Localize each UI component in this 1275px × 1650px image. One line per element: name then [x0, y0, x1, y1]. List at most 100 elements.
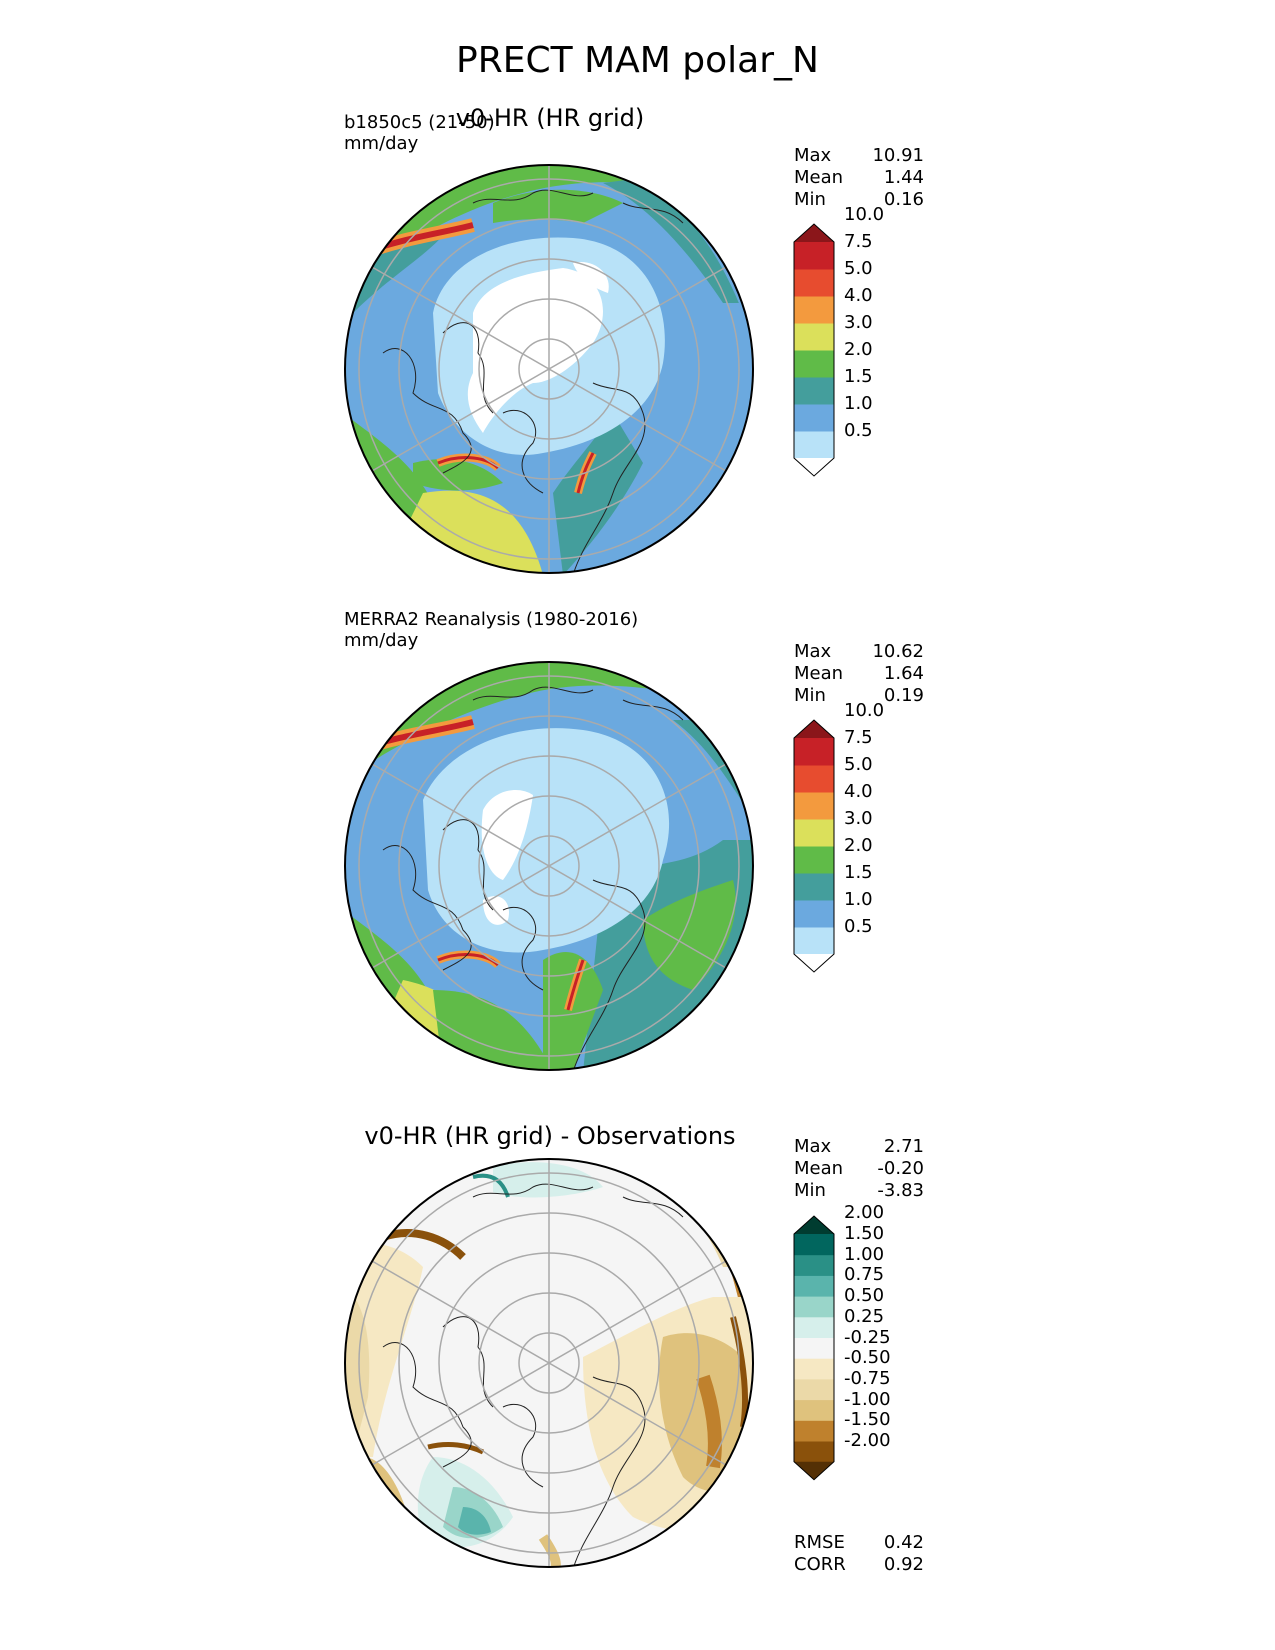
colorbar-outline: [793, 223, 835, 477]
colorbar-outline: [793, 719, 835, 973]
panel-1-colorbar-svg: [793, 223, 835, 477]
colorbar-segment: [794, 242, 834, 270]
panel-1-colorbar: 0.5 1.0 1.5 2.0 3.0 4.0 5.0 7.5 10.0: [792, 204, 884, 522]
panel-3-title: v0-HR (HR grid) - Observations: [364, 1122, 736, 1150]
panel-3-metrics: RMSE 0.42 CORR 0.92: [794, 1532, 924, 1576]
colorbar-segment: [794, 1337, 834, 1359]
panel-2-map: [343, 660, 755, 1072]
colorbar-tick-label: -0.50: [844, 1347, 891, 1369]
colorbar-tick-label: 2.0: [844, 339, 873, 360]
colorbar-tick-label: 10.0: [844, 700, 885, 721]
panel-2-stat-max: Max 10.62: [794, 641, 924, 662]
colorbar-tick-label: -2.00: [844, 1430, 891, 1451]
colorbar-segment: [794, 1399, 834, 1421]
colorbar-segment: [794, 269, 834, 297]
panel-1-stat-max: Max 10.91: [794, 145, 924, 166]
colorbar-segment: [794, 377, 834, 405]
panel-3-map-svg: [344, 1158, 754, 1568]
figure-title: PRECT MAM polar_N: [456, 40, 819, 81]
colorbar-tick-label: 0.5: [844, 420, 873, 441]
colorbar-segment: [794, 738, 834, 766]
panel-2-stat-min: Min 0.19: [794, 685, 924, 706]
panel-3-metric-corr: CORR 0.92: [794, 1554, 924, 1575]
colorbar-segment: [794, 323, 834, 351]
colorbar-tick-label: 4.0: [844, 285, 873, 306]
colorbar-segment: [794, 1296, 834, 1318]
colorbar-segment: [794, 1234, 834, 1256]
panel-2-map-svg: [344, 661, 754, 1071]
colorbar-extend-max: [794, 720, 834, 738]
panel-2-ref-name: MERRA2 Reanalysis (1980-2016): [344, 609, 639, 630]
colorbar-tick-label: 4.0: [844, 781, 873, 802]
panel-1-stats: Max 10.91 Mean 1.44 Min 0.16: [794, 145, 924, 211]
colorbar-outline: [793, 1215, 835, 1481]
colorbar-segment: [794, 1316, 834, 1338]
colorbar-tick-label: 7.5: [844, 231, 873, 252]
panel-2-colorbar: 0.5 1.0 1.5 2.0 3.0 4.0 5.0 7.5 10.0: [792, 700, 884, 1018]
panel-1-map-svg: [344, 164, 754, 574]
colorbar-extend-min: [794, 1461, 834, 1480]
panel-3-stat-min: Min -3.83: [794, 1180, 924, 1201]
colorbar-segment: [794, 1420, 834, 1442]
colorbar-extend-max: [794, 1216, 834, 1234]
colorbar-tick-label: 2.0: [844, 835, 873, 856]
panel-3-stats: Max 2.71 Mean -0.20 Min -3.83: [794, 1136, 924, 1202]
colorbar-tick-label: -0.75: [844, 1367, 891, 1389]
colorbar-segment: [794, 1378, 834, 1401]
colorbar-tick-label: 1.50: [844, 1223, 885, 1244]
colorbar-tick-label: -1.00: [844, 1388, 891, 1410]
panel-2-stats: Max 10.62 Mean 1.64 Min 0.19: [794, 641, 924, 707]
colorbar-tick-label: 3.0: [844, 808, 873, 829]
panel-1-title: v0-HR (HR grid): [455, 104, 645, 132]
colorbar-segment: [794, 765, 834, 793]
colorbar-tick-label: 2.00: [844, 1202, 885, 1224]
colorbar-tick-label: 1.0: [844, 889, 873, 910]
panel-3-stat-max: Max 2.71: [794, 1136, 924, 1157]
colorbar-extend-max: [794, 224, 834, 242]
panel-3-colorbar-svg: [793, 1215, 835, 1481]
colorbar-segment: [794, 927, 834, 955]
colorbar-tick-label: 5.0: [844, 754, 873, 775]
colorbar-segment: [794, 1441, 834, 1463]
colorbar-segment: [794, 1358, 834, 1380]
colorbar-tick-label: 0.25: [844, 1305, 885, 1327]
panel-1-stat-mean: Mean 1.44: [794, 167, 924, 188]
panel-2-colorbar-svg: [793, 719, 835, 973]
colorbar-segment: [794, 1275, 834, 1297]
colorbar-tick-label: -0.25: [844, 1326, 891, 1348]
colorbar-segment: [794, 1254, 834, 1276]
colorbar-tick-label: 5.0: [844, 258, 873, 279]
panel-1-units: mm/day: [344, 133, 419, 154]
panel-1-model-label: b1850c5 (21-50) mm/day: [344, 112, 495, 154]
colorbar-segment: [794, 792, 834, 820]
panel-2-stat-mean: Mean 1.64: [794, 663, 924, 684]
colorbar-tick-label: 10.0: [844, 204, 885, 225]
colorbar-tick-label: 3.0: [844, 312, 873, 333]
panel-3-stat-mean: Mean -0.20: [794, 1158, 924, 1179]
panel-3-metric-rmse: RMSE 0.42: [794, 1532, 924, 1553]
colorbar-segment: [794, 873, 834, 901]
colorbar-tick-label: 1.00: [844, 1243, 885, 1265]
colorbar-tick-label: 7.5: [844, 727, 873, 748]
colorbar-tick-label: 0.50: [844, 1285, 885, 1307]
colorbar-tick-label: 1.5: [844, 862, 873, 883]
colorbar-tick-label: 0.5: [844, 916, 873, 937]
panel-2-ref-label: MERRA2 Reanalysis (1980-2016) mm/day: [344, 609, 638, 651]
colorbar-segment: [794, 431, 834, 459]
colorbar-segment: [794, 350, 834, 378]
colorbar-segment: [794, 404, 834, 432]
colorbar-segment: [794, 296, 834, 324]
panel-1-map: [343, 163, 755, 575]
colorbar-tick-label: 0.75: [844, 1264, 885, 1286]
colorbar-segment: [794, 819, 834, 847]
panel-1-case-name: b1850c5 (21-50): [344, 112, 495, 133]
colorbar-tick-label: 1.0: [844, 393, 873, 414]
colorbar-extend-min: [794, 954, 834, 972]
colorbar-tick-label: -1.50: [844, 1409, 891, 1431]
colorbar-extend-min: [794, 458, 834, 476]
panel-1-stat-min: Min 0.16: [794, 189, 924, 210]
colorbar-tick-label: 1.5: [844, 366, 873, 387]
colorbar-segment: [794, 900, 834, 928]
panel-2-units: mm/day: [344, 630, 419, 651]
colorbar-segment: [794, 846, 834, 874]
